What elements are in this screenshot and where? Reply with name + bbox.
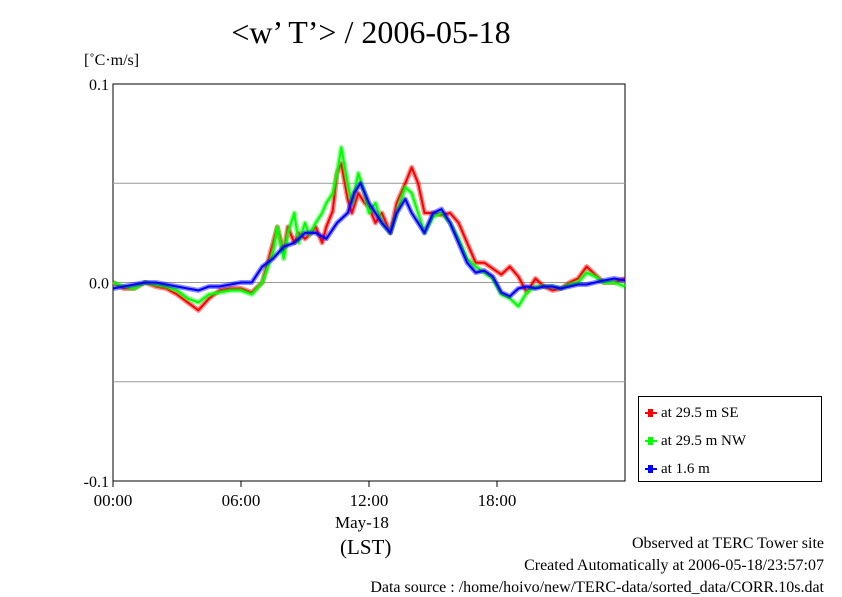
legend-swatch-red bbox=[645, 409, 657, 417]
x-tick-label: 00:00 bbox=[94, 491, 133, 510]
series-line-2 bbox=[112, 182, 626, 298]
x-tick-label: 18:00 bbox=[478, 491, 517, 510]
legend-label: at 1.6 m bbox=[661, 460, 710, 477]
legend-item-1-6m: at 1.6 m bbox=[645, 459, 710, 479]
legend-label: at 29.5 m SE bbox=[661, 404, 739, 421]
y-tick-label: 0.0 bbox=[89, 276, 109, 293]
legend-swatch-green bbox=[645, 437, 657, 445]
x-date-label: May-18 bbox=[335, 513, 389, 532]
footer-source: Data source : /home/hoivo/new/TERC-data/… bbox=[370, 579, 824, 596]
footer-site: Observed at TERC Tower site bbox=[631, 535, 824, 552]
legend-swatch-blue bbox=[645, 465, 657, 473]
x-axis-label: (LST) bbox=[340, 535, 392, 559]
legend: at 29.5 m SE at 29.5 m NW at 1.6 m bbox=[638, 396, 822, 482]
legend-item-nw: at 29.5 m NW bbox=[645, 431, 746, 451]
y-tick-label: 0.1 bbox=[89, 77, 109, 94]
footer-created: Created Automatically at 2006-05-18/23:5… bbox=[524, 557, 824, 574]
legend-item-se: at 29.5 m SE bbox=[645, 403, 739, 423]
legend-label: at 29.5 m NW bbox=[661, 432, 746, 449]
chart-title: <w’ T’> / 2006-05-18 bbox=[231, 14, 511, 50]
x-tick-label: 06:00 bbox=[222, 491, 261, 510]
y-axis-unit: [˚C·m/s] bbox=[84, 52, 140, 69]
x-tick-label: 12:00 bbox=[350, 491, 389, 510]
y-tick-label: -0.1 bbox=[84, 474, 109, 491]
